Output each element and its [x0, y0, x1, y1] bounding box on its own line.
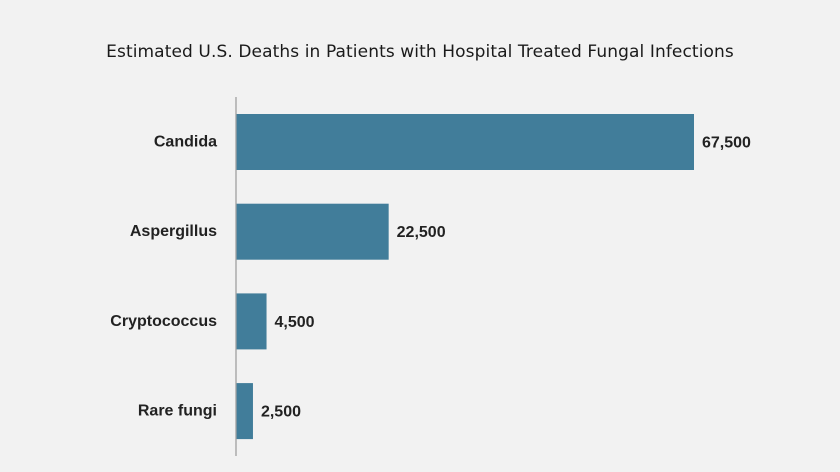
bar-candida [236, 114, 694, 170]
category-label-cryptococcus: Cryptococcus [110, 313, 217, 330]
bar-aspergillus [236, 203, 389, 260]
chart-title: Estimated U.S. Deaths in Patients with H… [106, 42, 734, 62]
category-label-candida: Candida [154, 134, 217, 151]
bar-rare-fungi [236, 383, 253, 440]
value-label-cryptococcus: 4,500 [275, 314, 315, 331]
bars-layer: Candida 67,500 Aspergillus 22,500 Cryptococc… [110, 114, 751, 440]
value-label-rare-fungi: 2,500 [261, 404, 301, 421]
category-label-rare-fungi: Rare fungi [138, 403, 217, 420]
value-label-candida: 67,500 [702, 135, 751, 152]
value-label-aspergillus: 22,500 [397, 224, 446, 241]
bar-cryptococcus [236, 293, 267, 350]
category-label-aspergillus: Aspergillus [130, 223, 217, 240]
